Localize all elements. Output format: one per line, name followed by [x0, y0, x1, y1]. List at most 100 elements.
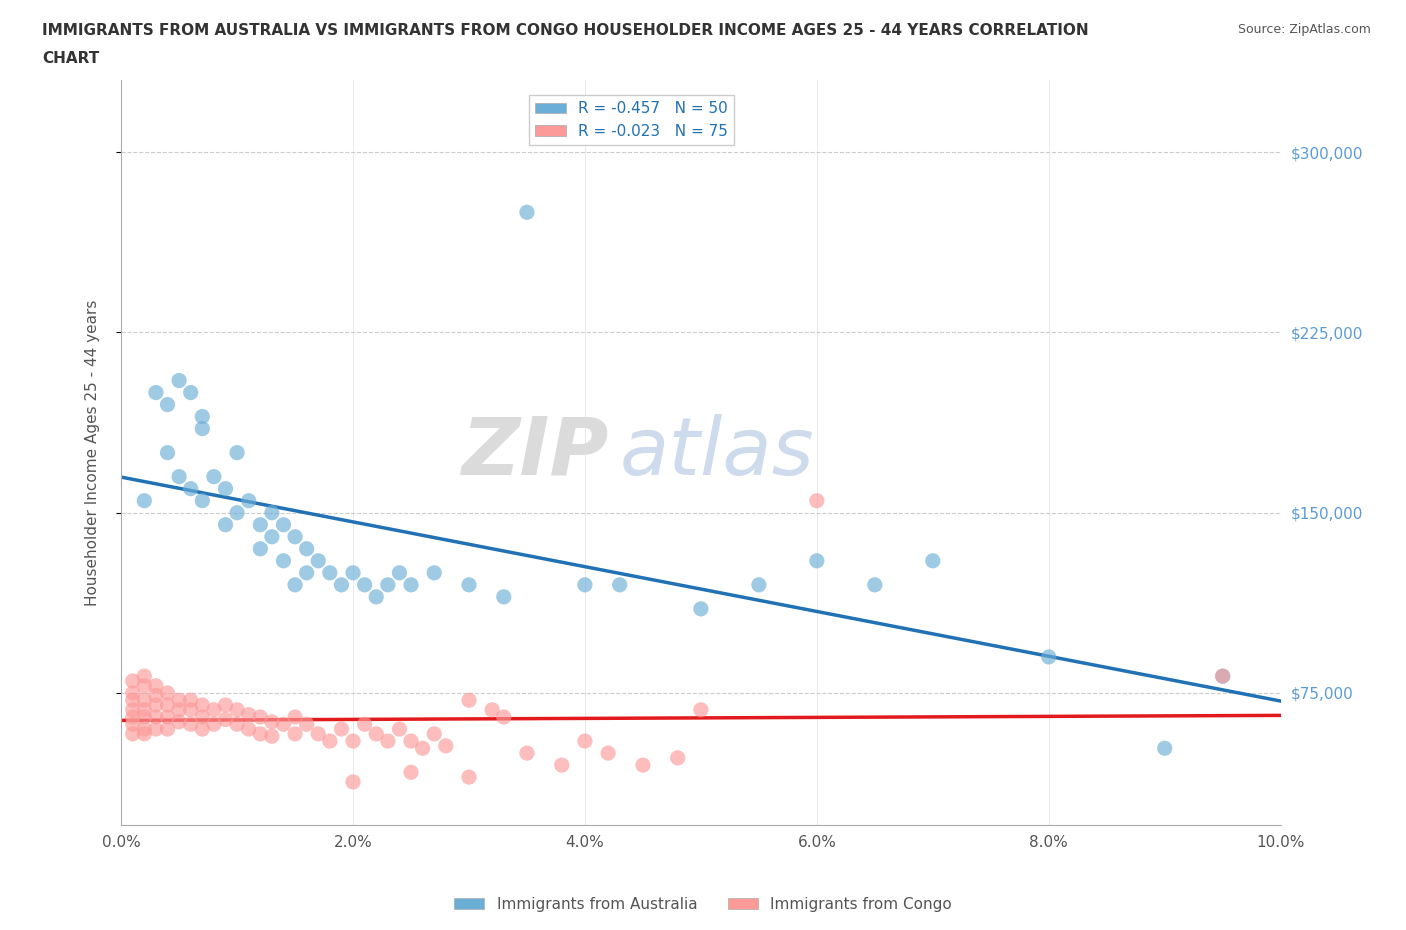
Point — [366, 726, 388, 741]
Point — [180, 717, 202, 732]
Point — [134, 669, 156, 684]
Point — [260, 729, 283, 744]
Point — [156, 698, 179, 712]
Point — [342, 565, 364, 580]
Point — [284, 578, 307, 592]
Point — [167, 714, 190, 729]
Point — [226, 717, 249, 732]
Point — [631, 758, 654, 773]
Point — [156, 685, 179, 700]
Point — [377, 578, 399, 592]
Point — [551, 758, 574, 773]
Point — [249, 726, 271, 741]
Point — [748, 578, 770, 592]
Point — [134, 722, 156, 737]
Point — [458, 693, 481, 708]
Point — [167, 702, 190, 717]
Point — [342, 734, 364, 749]
Point — [191, 409, 214, 424]
Point — [260, 529, 283, 544]
Point — [134, 726, 156, 741]
Point — [434, 738, 457, 753]
Point — [121, 710, 143, 724]
Point — [284, 529, 307, 544]
Point — [399, 734, 422, 749]
Text: atlas: atlas — [620, 414, 814, 492]
Point — [921, 553, 943, 568]
Point — [399, 764, 422, 779]
Point — [145, 678, 167, 693]
Point — [516, 205, 538, 219]
Point — [191, 421, 214, 436]
Point — [353, 717, 375, 732]
Point — [134, 710, 156, 724]
Point — [319, 565, 342, 580]
Point — [156, 722, 179, 737]
Point — [121, 702, 143, 717]
Point — [1153, 741, 1175, 756]
Point — [180, 385, 202, 400]
Point — [284, 710, 307, 724]
Point — [307, 553, 329, 568]
Point — [492, 590, 515, 604]
Point — [330, 722, 353, 737]
Point — [295, 565, 318, 580]
Point — [377, 734, 399, 749]
Point — [121, 673, 143, 688]
Legend: Immigrants from Australia, Immigrants from Congo: Immigrants from Australia, Immigrants fr… — [447, 891, 959, 918]
Point — [423, 565, 446, 580]
Point — [609, 578, 631, 592]
Point — [134, 493, 156, 508]
Point — [121, 685, 143, 700]
Point — [260, 714, 283, 729]
Text: Source: ZipAtlas.com: Source: ZipAtlas.com — [1237, 23, 1371, 36]
Point — [481, 702, 503, 717]
Text: IMMIGRANTS FROM AUSTRALIA VS IMMIGRANTS FROM CONGO HOUSEHOLDER INCOME AGES 25 - : IMMIGRANTS FROM AUSTRALIA VS IMMIGRANTS … — [42, 23, 1088, 38]
Legend: R = -0.457   N = 50, R = -0.023   N = 75: R = -0.457 N = 50, R = -0.023 N = 75 — [529, 95, 734, 145]
Point — [202, 717, 225, 732]
Point — [226, 505, 249, 520]
Point — [167, 693, 190, 708]
Point — [167, 470, 190, 485]
Point — [214, 698, 236, 712]
Point — [295, 541, 318, 556]
Point — [202, 702, 225, 717]
Point — [423, 726, 446, 741]
Point — [134, 678, 156, 693]
Point — [238, 722, 260, 737]
Point — [191, 698, 214, 712]
Point — [121, 726, 143, 741]
Point — [388, 722, 411, 737]
Point — [145, 688, 167, 703]
Point — [458, 578, 481, 592]
Point — [134, 693, 156, 708]
Point — [273, 553, 295, 568]
Point — [516, 746, 538, 761]
Point — [145, 722, 167, 737]
Point — [180, 702, 202, 717]
Point — [330, 578, 353, 592]
Point — [295, 717, 318, 732]
Point — [458, 770, 481, 785]
Point — [307, 726, 329, 741]
Point — [666, 751, 689, 765]
Point — [574, 734, 596, 749]
Point — [180, 693, 202, 708]
Point — [598, 746, 620, 761]
Point — [191, 493, 214, 508]
Point — [342, 775, 364, 790]
Point — [145, 698, 167, 712]
Point — [399, 578, 422, 592]
Point — [412, 741, 434, 756]
Point — [238, 707, 260, 722]
Point — [690, 702, 713, 717]
Point — [249, 541, 271, 556]
Point — [249, 517, 271, 532]
Point — [319, 734, 342, 749]
Point — [191, 722, 214, 737]
Point — [273, 517, 295, 532]
Point — [249, 710, 271, 724]
Point — [167, 373, 190, 388]
Point — [145, 710, 167, 724]
Text: ZIP: ZIP — [461, 414, 609, 492]
